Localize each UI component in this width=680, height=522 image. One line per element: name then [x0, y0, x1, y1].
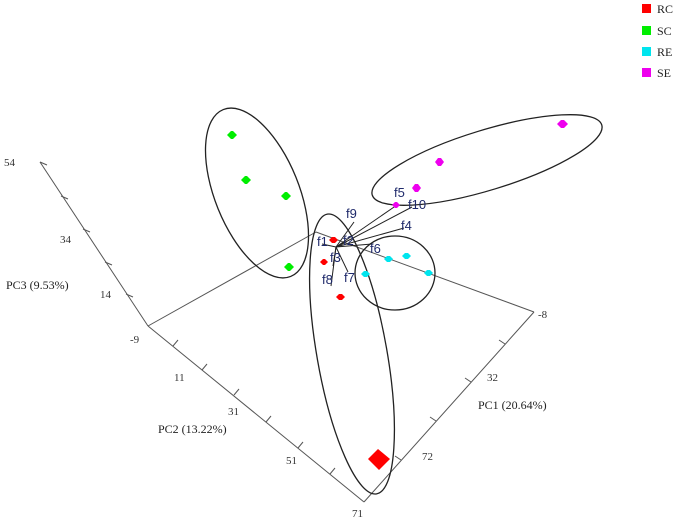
pc2-axis-label: PC2 (13.22%) [158, 422, 227, 436]
pc3-tick-label: 14 [100, 289, 112, 301]
rc-point [329, 237, 338, 243]
se-point [392, 202, 400, 208]
pc3-axis-line [39, 161, 149, 327]
rc-point [336, 294, 345, 300]
vector-label-f5: f5 [394, 185, 405, 200]
legend-swatch-rc [642, 4, 651, 13]
legend-entry-re: RE [642, 45, 672, 59]
re-group-ellipse [354, 235, 436, 311]
pc3-axis-label: PC3 (9.53%) [6, 278, 69, 292]
loading-vector-line [335, 221, 355, 248]
loading-vector-labels: f1 f2 f3 f4 f5 f6 f7 f8 f9 f10 [317, 185, 426, 287]
scatter-points [227, 120, 568, 470]
vector-label-f1: f1 [317, 234, 328, 249]
back-floor-line [147, 231, 317, 327]
axis-frame [39, 161, 535, 503]
vector-label-f6: f6 [370, 241, 381, 256]
se-point [435, 158, 444, 166]
legend-swatch-sc [642, 26, 651, 35]
loading-vector-line [335, 246, 349, 273]
re-point [402, 253, 411, 259]
loading-vector-line [335, 206, 413, 248]
tick-labels: 54 34 14 -9 11 31 51 71 -8 32 72 [4, 157, 548, 520]
legend-label-rc: RC [657, 2, 673, 16]
pc2-tick-label: 71 [352, 508, 363, 520]
rc-point [368, 449, 390, 470]
pc1-tick-label: 72 [422, 451, 433, 463]
pc3-tick-label: 54 [4, 157, 16, 169]
rc-point [320, 259, 328, 265]
pc1-axis-label: PC1 (20.64%) [478, 398, 547, 412]
legend-swatch-se [642, 68, 651, 77]
sc-point [227, 131, 237, 139]
group-ellipses [204, 107, 603, 495]
re-point [424, 270, 433, 276]
loading-vector-line [335, 204, 398, 248]
sc-point [281, 192, 291, 200]
pc3-tick-label: 34 [60, 234, 72, 246]
loading-vector-line [330, 246, 337, 287]
se-group-ellipse [371, 114, 603, 206]
legend-label-re: RE [657, 45, 672, 59]
sc-point [284, 263, 294, 271]
legend: RC SC RE SE [642, 2, 673, 80]
vector-label-f10: f10 [408, 197, 426, 212]
legend-entry-se: SE [642, 66, 671, 80]
pc1-tick-label: 32 [487, 372, 498, 384]
legend-entry-rc: RC [642, 2, 673, 16]
pc2-tick-label: 11 [174, 372, 185, 384]
se-point [557, 120, 568, 128]
loading-vector-line [321, 243, 337, 248]
vector-label-f3: f3 [330, 250, 341, 265]
legend-label-se: SE [657, 66, 671, 80]
loading-vectors [321, 204, 413, 287]
loading-vector-line [335, 242, 345, 248]
pc2-tick-label: 31 [228, 406, 239, 418]
legend-label-sc: SC [657, 24, 672, 38]
sc-group-ellipse [204, 107, 310, 279]
loading-vector-line [335, 243, 373, 248]
loading-vector-line [335, 227, 405, 248]
sc-point [241, 176, 251, 184]
se-point [412, 184, 421, 192]
vector-label-f7: f7 [344, 270, 355, 285]
legend-entry-sc: SC [642, 24, 672, 38]
legend-swatch-re [642, 47, 651, 56]
vector-label-f8: f8 [322, 272, 333, 287]
vector-label-f4: f4 [401, 218, 412, 233]
pc2-tick-label: 51 [286, 455, 297, 467]
pc2-tick-label: -9 [130, 334, 140, 346]
re-point [384, 256, 393, 262]
vector-label-f2: f2 [343, 233, 354, 248]
pc1-axis-line [363, 311, 535, 503]
pc2-axis-line [147, 325, 365, 503]
pc1-tick-label: -8 [538, 309, 548, 321]
rc-group-ellipse [308, 213, 396, 495]
tick-marks [39, 161, 506, 475]
vector-label-f9: f9 [346, 206, 357, 221]
re-point [361, 271, 370, 277]
